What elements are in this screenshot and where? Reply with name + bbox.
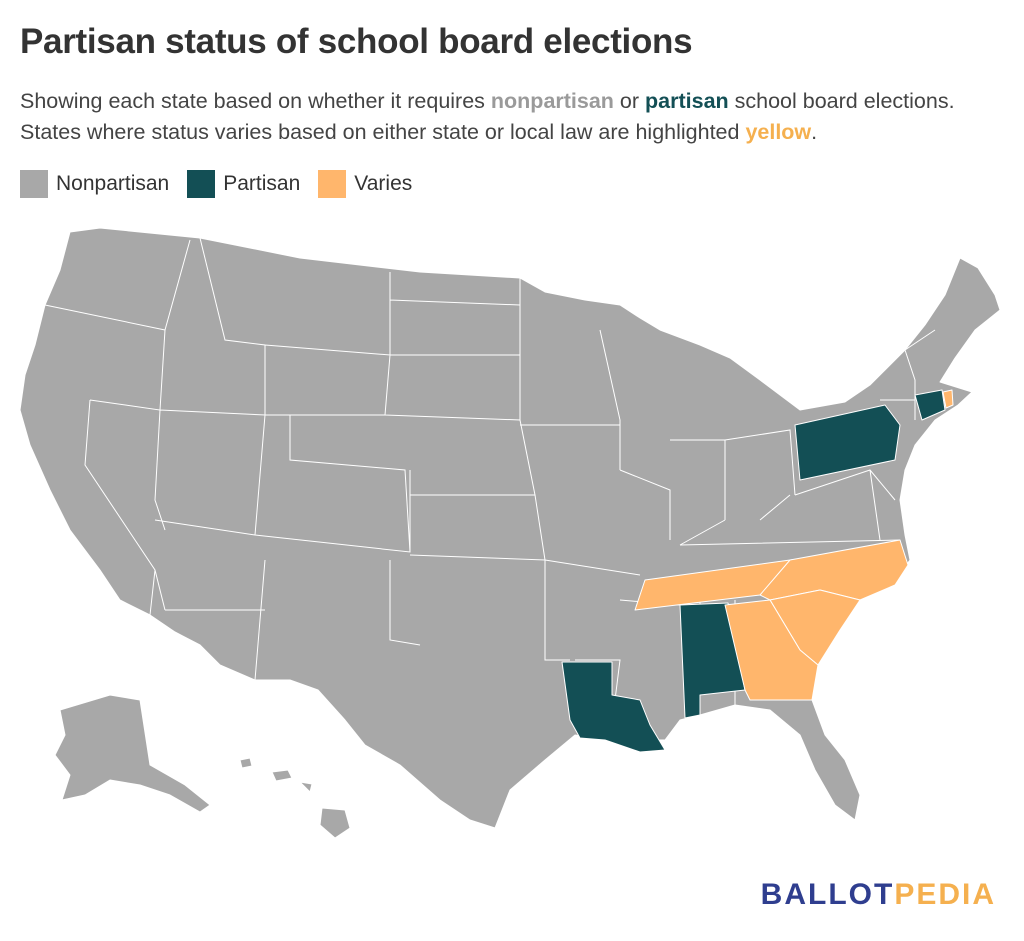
- alaska: [54, 694, 211, 813]
- state-louisiana: [561, 661, 666, 753]
- legend-item-partisan: Partisan: [187, 170, 300, 198]
- state-alabama: [679, 602, 746, 719]
- hawaii-1: [239, 757, 253, 769]
- chart-subtitle: Showing each state based on whether it r…: [20, 89, 955, 144]
- legend-label-varies: Varies: [354, 172, 413, 195]
- hawaii-3: [299, 781, 313, 793]
- ballotpedia-logo: BALLOTPEDIA: [760, 878, 996, 911]
- legend-item-varies: Varies: [318, 170, 412, 198]
- legend-swatch-varies: [318, 170, 347, 198]
- hawaii-4: [319, 807, 351, 839]
- legend-swatch-nonpartisan: [20, 170, 48, 198]
- legend-label-nonpartisan: Nonpartisan: [56, 172, 170, 195]
- state-pennsylvania: [794, 404, 901, 481]
- state-connecticut: [914, 389, 946, 421]
- contiguous-us-base: [19, 227, 1001, 829]
- state-rhode-island: [942, 389, 954, 409]
- legend: Nonpartisan Partisan Varies: [20, 170, 430, 198]
- legend-label-partisan: Partisan: [223, 172, 301, 195]
- chart-title: Partisan status of school board election…: [20, 22, 693, 61]
- legend-item-nonpartisan: Nonpartisan: [20, 170, 169, 198]
- state-georgia: [724, 599, 819, 701]
- legend-swatch-partisan: [187, 170, 216, 198]
- hawaii-2: [271, 769, 293, 782]
